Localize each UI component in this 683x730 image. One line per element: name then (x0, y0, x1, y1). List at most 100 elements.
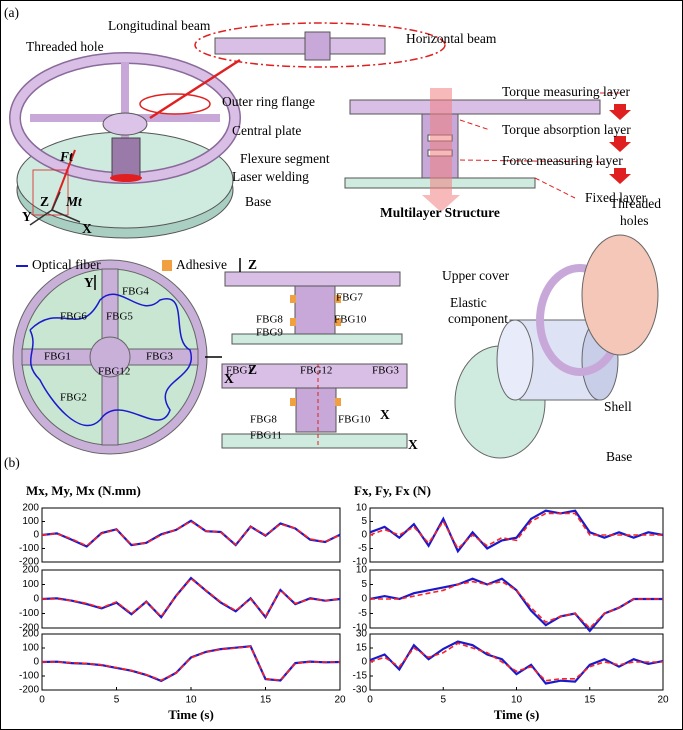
annotation: Laser welding (232, 169, 309, 184)
annotation: Z (40, 194, 49, 209)
chart-title: Mx, My, Mx (N.mm) (26, 483, 141, 498)
y-tick-label: -100 (19, 608, 39, 619)
annotation: FBG11 (250, 430, 282, 442)
plot-frame (370, 634, 663, 690)
y-tick-label: 200 (22, 503, 39, 514)
annotation: Outer ring flange (222, 94, 315, 109)
annotation: FBG2 (60, 392, 87, 404)
annotation: FBG6 (60, 311, 87, 323)
x-axis-label: Time (s) (494, 707, 540, 722)
series-line (370, 511, 663, 552)
y-tick-label: 10 (356, 565, 368, 576)
y-tick-label: -100 (19, 543, 39, 554)
y-tick-label: 5 (361, 579, 367, 590)
series-line (42, 579, 340, 617)
annotation: Optical fiber (32, 257, 101, 272)
x-tick-label: 5 (440, 695, 446, 706)
annotation: FBG8 (250, 414, 277, 426)
annotation: FBG8 (256, 314, 283, 326)
annotation: FBG12 (98, 366, 130, 378)
annotation: Z (248, 257, 257, 272)
y-tick-label: 0 (33, 657, 39, 668)
y-tick-label: 0 (361, 594, 367, 605)
y-tick-label: -100 (19, 671, 39, 682)
y-tick-label: 0 (33, 530, 39, 541)
series-line (370, 513, 663, 548)
x-tick-label: 10 (511, 695, 523, 706)
annotation: FBG3 (146, 351, 173, 363)
annotation: Mt (65, 194, 83, 209)
y-tick-label: -5 (358, 608, 367, 619)
annotation: Multilayer Structure (380, 205, 500, 220)
y-tick-label: 200 (22, 629, 39, 640)
annotation: X (380, 407, 390, 422)
panel-label: (b) (4, 455, 20, 470)
panel-label: (a) (4, 5, 19, 20)
y-tick-label: 200 (22, 565, 39, 576)
annotation: FBG1 (44, 351, 71, 363)
series-line (42, 521, 340, 547)
annotation: Y (84, 275, 94, 290)
annotation: Shell (604, 399, 632, 414)
annotation: holes (620, 213, 649, 228)
y-tick-label: 0 (361, 530, 367, 541)
annotation: Horizontal beam (406, 31, 497, 46)
y-tick-label: -30 (353, 685, 368, 696)
x-tick-label: 0 (39, 695, 45, 706)
annotation: FBG9 (256, 327, 283, 339)
annotation: FBG12 (300, 365, 332, 377)
annotation: FBG3 (372, 365, 399, 377)
y-tick-label: 15 (356, 643, 368, 654)
series-line (42, 522, 340, 546)
x-tick-label: 15 (584, 695, 596, 706)
x-tick-label: 20 (657, 695, 669, 706)
figure: (a) (b) Longitudinal beamHorizontal beam… (0, 0, 683, 730)
x-tick-label: 20 (334, 695, 346, 706)
x-axis-label: Time (s) (168, 707, 214, 722)
y-tick-label: 10 (356, 503, 368, 514)
annotation: Upper cover (442, 268, 510, 283)
annotation: Threaded (610, 196, 661, 211)
series-line (42, 578, 340, 617)
annotation: Torque absorption layer (502, 122, 631, 137)
annotation: Z (248, 362, 257, 377)
annotation: Threaded hole (26, 39, 104, 54)
annotation: Adhesive (176, 257, 227, 272)
annotation: Flexure segment (240, 151, 330, 166)
x-tick-label: 15 (260, 695, 272, 706)
annotation: FBG5 (106, 311, 133, 323)
y-tick-label: 5 (361, 516, 367, 527)
y-tick-label: 100 (22, 516, 39, 527)
annotation: Base (245, 194, 271, 209)
annotation: Torque measuring layer (502, 84, 631, 99)
y-tick-label: -15 (353, 671, 368, 682)
annotation: Y (22, 209, 32, 224)
x-tick-label: 0 (367, 695, 373, 706)
chart-title: Fx, Fy, Fx (N) (354, 483, 431, 498)
annotation: Ft (59, 149, 74, 164)
annotation: Base (606, 449, 632, 464)
y-tick-label: 0 (361, 657, 367, 668)
x-tick-label: 5 (114, 695, 120, 706)
y-tick-label: 100 (22, 579, 39, 590)
x-tick-label: 10 (185, 695, 197, 706)
y-tick-label: 30 (356, 629, 368, 640)
plot-frame (42, 508, 340, 562)
annotation: X (408, 437, 418, 452)
series-line (370, 582, 663, 628)
annotation: FBG10 (334, 314, 367, 326)
annotation: Elastic (450, 295, 487, 310)
annotation: Central plate (232, 123, 301, 138)
annotation: component (448, 311, 508, 326)
annotation: X (82, 221, 92, 236)
y-tick-label: 0 (33, 594, 39, 605)
y-tick-label: -200 (19, 685, 39, 696)
plot-frame (370, 570, 663, 628)
annotation: FBG10 (338, 414, 371, 426)
annotation: FBG7 (336, 292, 363, 304)
y-tick-label: 100 (22, 643, 39, 654)
annotation: FBG4 (122, 286, 149, 298)
y-tick-label: -5 (358, 543, 367, 554)
series-line (370, 579, 663, 631)
